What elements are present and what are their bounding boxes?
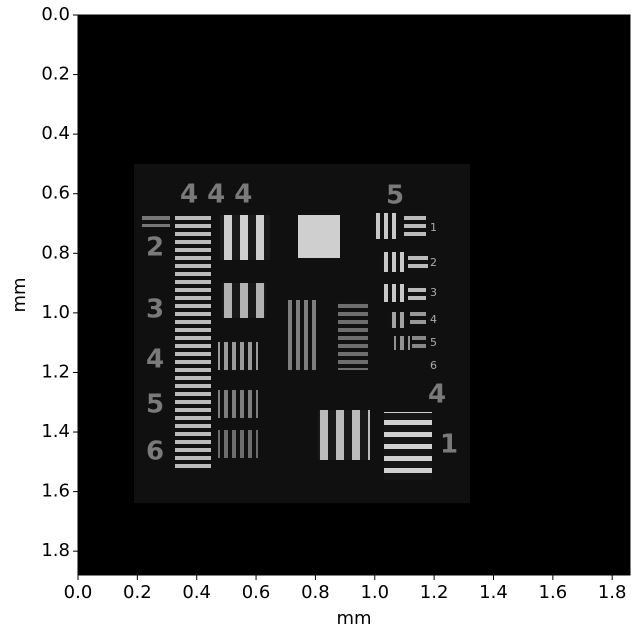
- y-tick-label: 0.2: [41, 64, 70, 85]
- x-axis-label: mm: [336, 608, 371, 629]
- y-tick-label: 0.4: [41, 123, 70, 144]
- bars: [218, 430, 258, 458]
- y-axis-label: mm: [9, 277, 30, 312]
- bars: [218, 342, 258, 370]
- target-digit: 6: [146, 437, 164, 467]
- bars: [338, 300, 368, 370]
- target-image: 4 4 4 5 2 3 4 5 6 4 1 1 2 3 4 5 6: [134, 164, 470, 503]
- bars: [384, 412, 432, 480]
- target-digit: 1: [430, 221, 437, 234]
- bars: [404, 213, 426, 239]
- bars: [372, 213, 398, 239]
- bars: [408, 252, 428, 272]
- x-tick-label: 0.4: [182, 582, 211, 603]
- x-tick-label: 0.6: [242, 582, 271, 603]
- target-digit: 6: [430, 359, 437, 372]
- bars: [408, 284, 426, 302]
- y-tick-label: 1.8: [41, 540, 70, 561]
- target-digit: 5: [386, 181, 404, 211]
- bars: [175, 215, 211, 470]
- y-tick-label: 0.8: [41, 242, 70, 263]
- square: [298, 215, 340, 258]
- target-digit: 3: [430, 286, 437, 299]
- bars: [410, 312, 426, 328]
- target-digit: 5: [430, 336, 437, 349]
- y-tick-label: 1.0: [41, 302, 70, 323]
- x-tick-label: 1.8: [598, 582, 627, 603]
- target-digit: 4 4 4: [180, 180, 252, 210]
- bars: [318, 410, 370, 460]
- target-digit: 4: [430, 313, 437, 326]
- bars: [142, 215, 170, 227]
- page: body { margin: 0; background: #fff; font…: [0, 0, 631, 630]
- y-tick-label: 1.2: [41, 361, 70, 382]
- target-digit: 1: [440, 430, 458, 460]
- target-digit: 5: [146, 390, 164, 420]
- target-digit: 4: [428, 380, 446, 410]
- chart: 4 4 4 5 2 3 4 5 6 4 1 1 2 3 4 5 6 mm mm …: [0, 0, 631, 630]
- bars: [412, 336, 426, 350]
- x-tick-label: 1.0: [360, 582, 389, 603]
- target-digit: 4: [146, 345, 164, 375]
- y-tick-label: 0.6: [41, 183, 70, 204]
- target-digit: 2: [146, 233, 164, 263]
- x-tick-label: 0.2: [123, 582, 152, 603]
- bars: [288, 300, 318, 370]
- bars: [394, 336, 410, 350]
- bars: [220, 215, 270, 260]
- target-digit: 2: [430, 256, 437, 269]
- y-tick-label: 1.6: [41, 481, 70, 502]
- x-tick-label: 1.6: [539, 582, 568, 603]
- target-digit: 3: [146, 295, 164, 325]
- bars: [380, 252, 404, 272]
- x-tick-label: 1.2: [420, 582, 449, 603]
- y-tick-label: 1.4: [41, 421, 70, 442]
- bars: [384, 284, 404, 302]
- bars: [388, 312, 406, 328]
- x-tick-label: 0.0: [64, 582, 93, 603]
- x-tick-label: 1.4: [479, 582, 508, 603]
- body: {"chart_data": {"type": "image", "xlabel…: [0, 0, 631, 630]
- bars: [222, 283, 266, 318]
- y-tick-label: 0.0: [41, 4, 70, 25]
- bars: [218, 390, 258, 418]
- x-tick-label: 0.8: [301, 582, 330, 603]
